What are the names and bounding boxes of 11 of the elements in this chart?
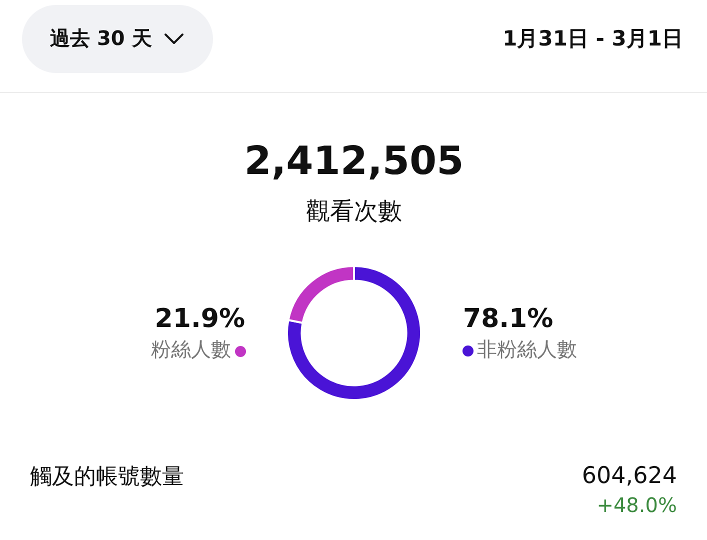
text: 觸及的帳號數量	[30, 464, 184, 490]
text: 過去 30 天	[49, 26, 152, 50]
text: +48.0%	[596, 493, 677, 518]
text: 1月31日 - 3月1日	[502, 26, 683, 50]
data-label: 21.9%	[154, 304, 245, 334]
text: 604,624	[582, 462, 677, 489]
data-label: 78.1%	[463, 304, 554, 334]
chart-subtitle: 觀看次數	[306, 197, 402, 226]
chart-title: 2,412,505	[244, 139, 464, 184]
slice-label: 粉絲人數	[151, 337, 231, 362]
legend-label: 非粉絲人數	[477, 337, 577, 362]
